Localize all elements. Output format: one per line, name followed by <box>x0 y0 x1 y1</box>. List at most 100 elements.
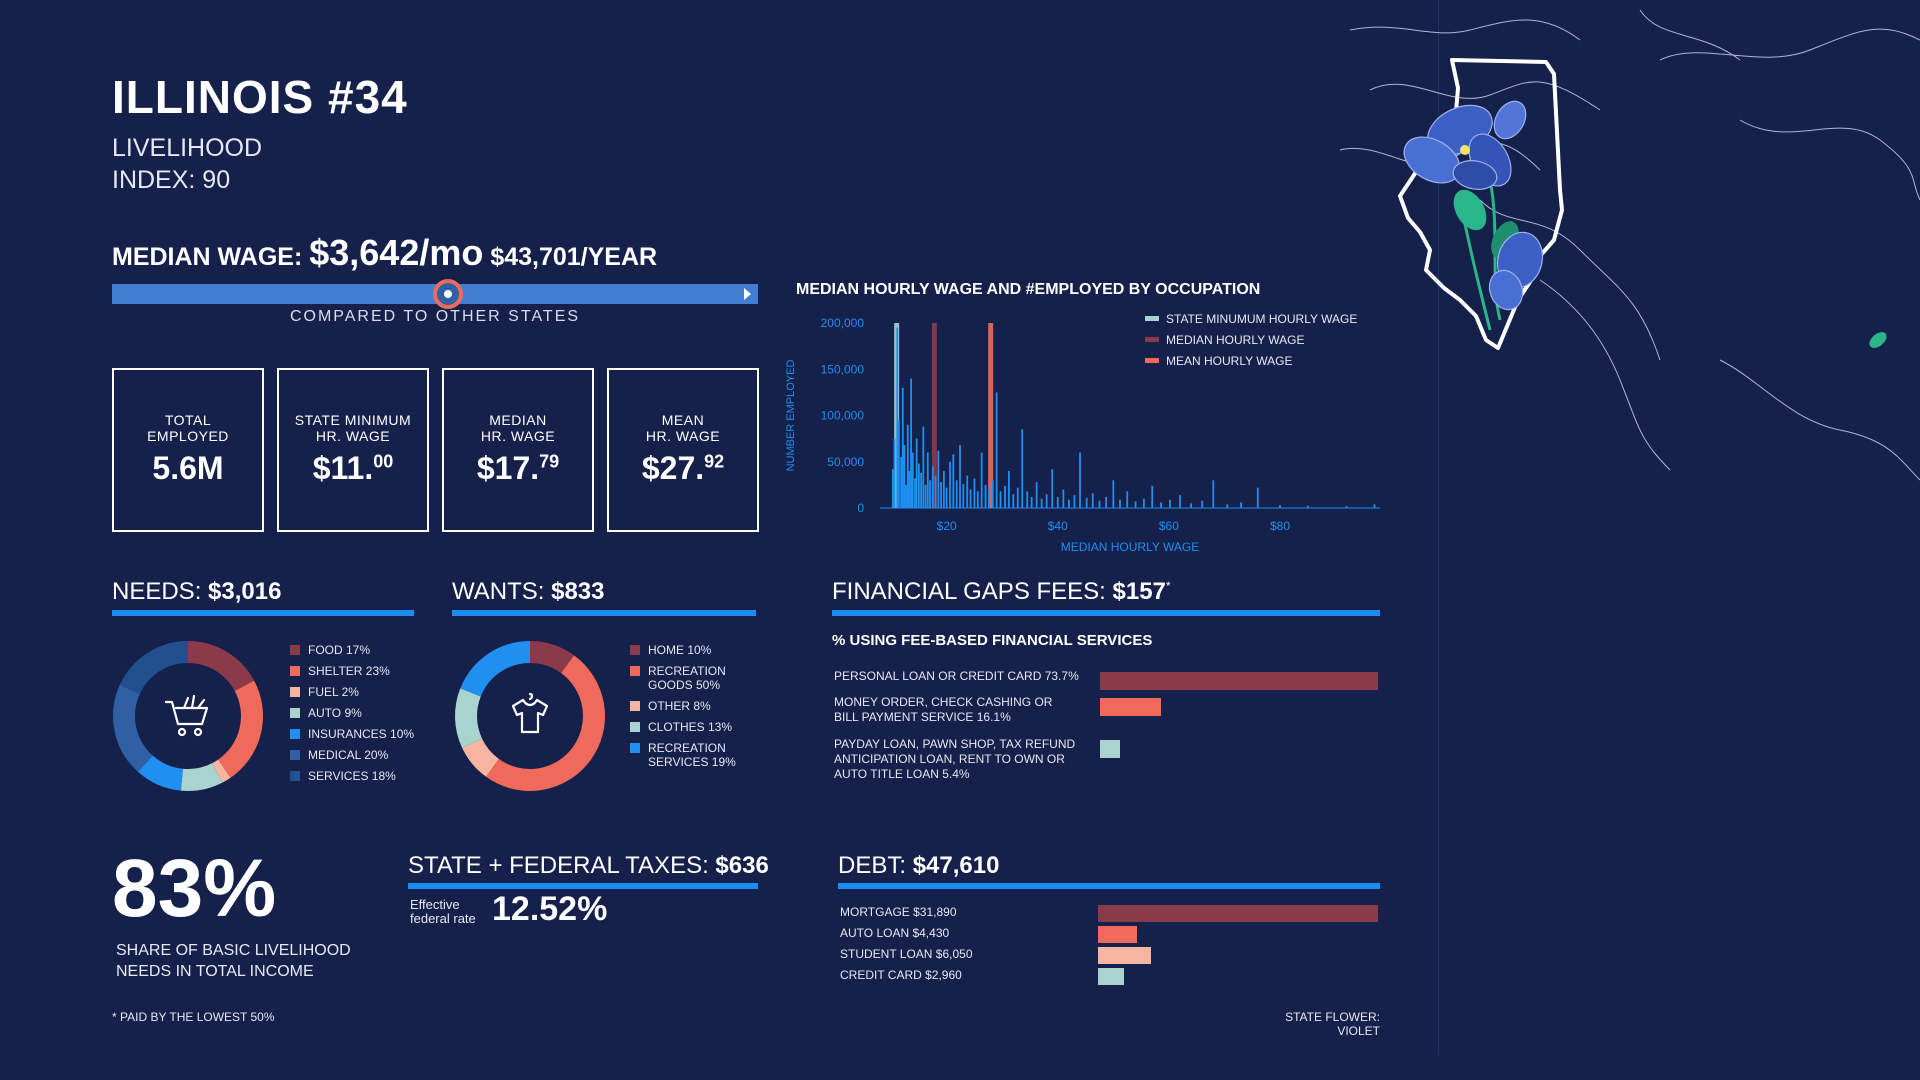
violet-flower <box>1403 100 1887 348</box>
data-bar <box>1085 497 1088 508</box>
rate-label-line-1: Effective <box>410 897 460 912</box>
share-caption-line-1: SHARE OF BASIC LIVELIHOOD <box>116 942 351 959</box>
bar-label: MORTGAGE $31,890 <box>840 905 957 919</box>
x-tick-label: $40 <box>1048 519 1068 533</box>
legend-swatch <box>1145 358 1159 363</box>
data-bar <box>1226 504 1229 508</box>
debt-title: DEBT: $47,610 <box>838 852 999 880</box>
stat-state-minimum-wage: STATE MINIMUM HR. WAGE $11.00 <box>277 368 429 532</box>
legend-label: RECREATION SERVICES 19% <box>648 741 736 769</box>
debt-label: DEBT: <box>838 852 907 879</box>
stat-mean-hourly-wage: MEAN HR. WAGE $27.92 <box>607 368 759 532</box>
data-bar <box>1056 496 1059 508</box>
needs-donut-chart <box>113 641 263 791</box>
legend-item: HOME 10% <box>630 643 768 657</box>
data-bar <box>929 480 931 508</box>
data-bar <box>1306 505 1309 508</box>
donut-slice <box>460 641 531 697</box>
rate-label-line-2: federal rate <box>410 911 476 926</box>
legend-label: MEDIAN HOURLY WAGE <box>1166 333 1304 347</box>
data-bar <box>966 475 969 508</box>
share-caption-line-2: NEEDS IN TOTAL INCOME <box>116 963 314 980</box>
data-bar <box>926 452 929 508</box>
taxes-rule <box>408 883 758 889</box>
donut-slice <box>137 755 184 791</box>
median-wage: MEDIAN WAGE: $3,642/mo $43,701/YEAR <box>112 232 657 274</box>
data-bar <box>1079 452 1081 508</box>
stat-value-sup: 79 <box>539 451 560 472</box>
effective-rate-label: Effective federal rate <box>410 898 476 926</box>
footnote: * PAID BY THE LOWEST 50% <box>112 1010 275 1024</box>
data-bar <box>1067 499 1070 508</box>
legend-item: SHELTER 23% <box>290 664 428 678</box>
data-bar <box>1030 496 1033 508</box>
stat-label: MEAN <box>661 412 705 428</box>
stat-label: TOTAL <box>164 412 212 428</box>
legend-label: MEDICAL 20% <box>308 748 389 762</box>
fees-bar-chart: PERSONAL LOAN OR CREDIT CARD 73.7% MONEY … <box>832 664 1392 794</box>
legend-swatch <box>1145 316 1159 321</box>
legend-label: FUEL 2% <box>308 685 359 699</box>
data-bar <box>1126 491 1129 508</box>
data-bar <box>1105 496 1108 508</box>
fees-asterisk: * <box>1165 579 1171 593</box>
legend-swatch <box>290 708 300 718</box>
data-bar <box>987 487 990 508</box>
bar-label: AUTO LOAN $4,430 <box>840 926 949 940</box>
legend-swatch <box>290 771 300 781</box>
legend-swatch <box>630 645 640 655</box>
legend-swatch <box>290 666 300 676</box>
stat-value-sup: 92 <box>704 451 725 472</box>
legend-swatch <box>630 743 640 753</box>
arrow-right-icon <box>744 288 751 300</box>
y-tick-label: 50,000 <box>827 455 864 469</box>
data-bar <box>1100 672 1378 690</box>
data-bar <box>962 483 965 508</box>
data-bar <box>901 387 904 508</box>
data-bar <box>1098 947 1152 964</box>
needs-rule <box>112 610 414 616</box>
data-bar <box>949 461 951 508</box>
data-bar <box>1045 494 1048 508</box>
livelihood-index: LIVELIHOOD INDEX: 90 <box>112 132 262 196</box>
data-bar <box>1004 485 1006 508</box>
data-bar <box>1201 500 1204 508</box>
x-tick-label: $60 <box>1159 519 1179 533</box>
data-bar <box>984 484 987 508</box>
data-bar <box>1051 469 1054 508</box>
stat-label: MEDIAN <box>489 412 547 428</box>
wants-title: WANTS: $833 <box>452 578 605 606</box>
legend-item: AUTO 9% <box>290 706 428 720</box>
data-bar <box>991 480 994 508</box>
data-bar <box>903 445 906 508</box>
donut-slice <box>187 641 255 692</box>
data-bar <box>1160 502 1163 508</box>
data-bar <box>1119 499 1121 508</box>
data-bar <box>973 478 976 508</box>
stat-median-hourly-wage: MEDIAN HR. WAGE $17.79 <box>442 368 594 532</box>
legend-item: RECREATION SERVICES 19% <box>630 741 768 769</box>
bar-label-line: MORTGAGE $31,890 <box>840 905 957 919</box>
reference-line <box>988 323 994 508</box>
data-bar <box>1151 485 1154 508</box>
data-bar <box>900 457 903 508</box>
taxes-title: STATE + FEDERAL TAXES: $636 <box>408 852 769 880</box>
bar-label-line: PERSONAL LOAN OR CREDIT CARD 73.7% <box>834 669 1079 683</box>
data-bar <box>1142 498 1145 508</box>
donut-slice <box>119 641 189 695</box>
stat-value-sup: 00 <box>373 451 394 472</box>
data-bar <box>945 487 948 508</box>
share-caption: SHARE OF BASIC LIVELIHOOD NEEDS IN TOTAL… <box>116 940 351 982</box>
legend-label: SERVICES 18% <box>308 769 396 783</box>
data-bar <box>1073 495 1076 508</box>
stat-label: HR. WAGE <box>480 428 556 444</box>
occupation-chart: 200,000 150,000 100,000 50,000 0 $20 $40 $60 $80… <box>785 312 1380 554</box>
y-tick-label: 0 <box>857 501 864 515</box>
data-bar <box>1100 740 1121 758</box>
reference-line <box>931 323 937 508</box>
panel-divider <box>1438 0 1439 1055</box>
data-bar <box>922 426 925 508</box>
data-bar <box>1190 503 1193 508</box>
data-bar <box>1212 480 1215 508</box>
debt-bar-chart: MORTGAGE $31,890 AUTO LOAN $4,430 STUDENT … <box>838 903 1398 993</box>
